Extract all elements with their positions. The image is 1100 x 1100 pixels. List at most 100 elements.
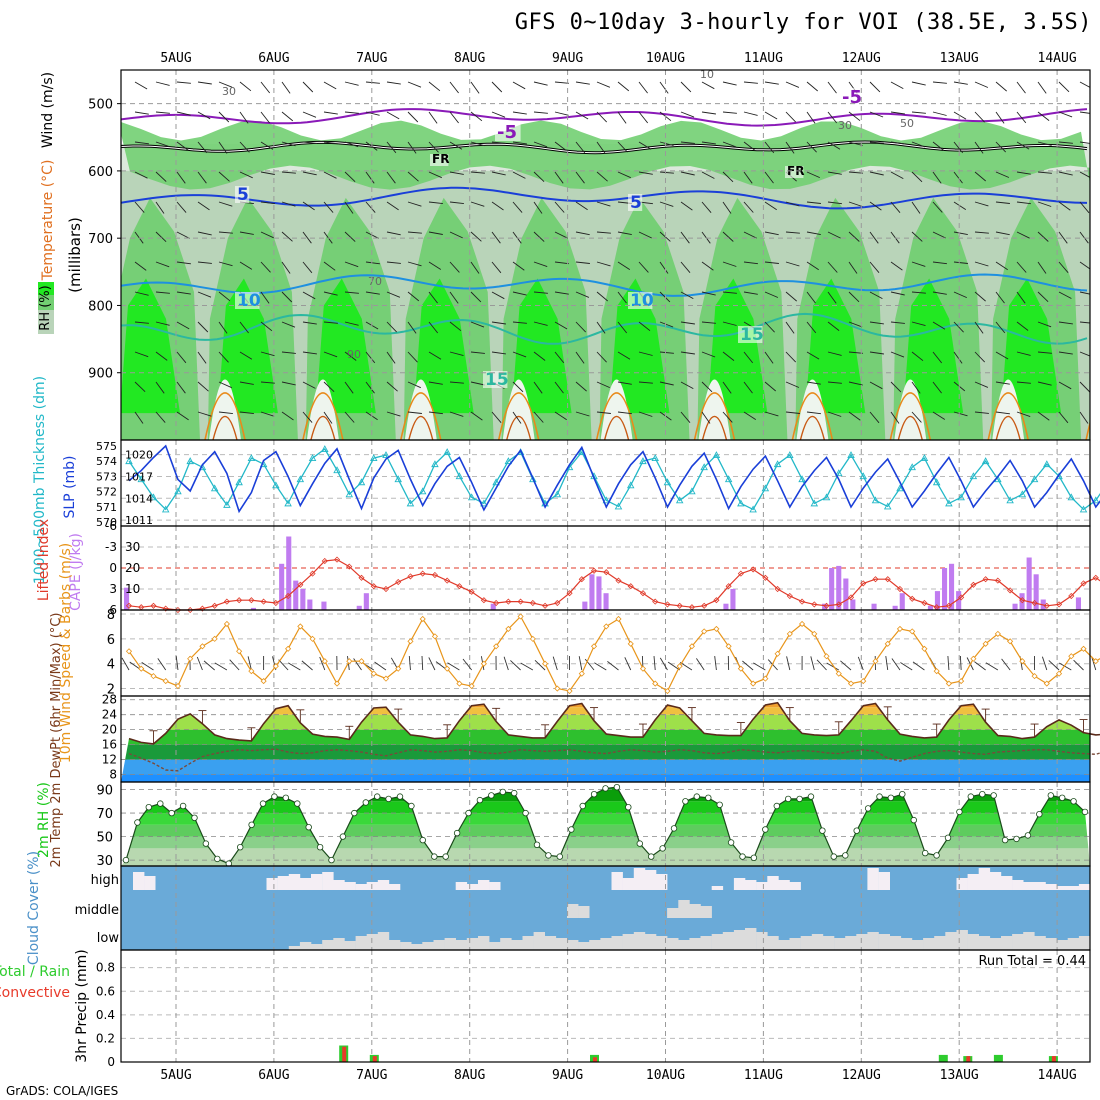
li-marker — [860, 580, 867, 587]
wind-barb — [806, 201, 821, 204]
wind-speed-marker — [1092, 658, 1099, 665]
wind-barb — [218, 171, 230, 182]
cape-bar — [1033, 574, 1039, 610]
upper-air-panel — [121, 70, 1090, 440]
wind-speed-marker — [419, 615, 426, 623]
li-marker — [664, 601, 671, 608]
wind-barb — [281, 231, 293, 242]
wind-barb — [323, 201, 334, 213]
wind-barb — [533, 321, 548, 326]
contour-label-bg — [235, 292, 260, 309]
wind-barb — [491, 351, 506, 355]
slp-axis-title: SLP (mb) — [62, 455, 78, 518]
cloud-low-bar — [1078, 936, 1091, 950]
wind-barb — [344, 141, 359, 148]
rh-dry-pocket — [404, 379, 437, 440]
cloud-mid-bar — [567, 904, 579, 918]
rh-marker — [1047, 792, 1054, 799]
thickness-marker — [382, 451, 390, 459]
cape-bar — [723, 603, 729, 610]
li-marker — [725, 583, 732, 590]
cape-tick-label: 30 — [125, 540, 140, 554]
wind-speed-marker — [578, 670, 585, 677]
wind-barb — [344, 231, 356, 242]
wind-barb — [1058, 381, 1072, 390]
li-marker — [615, 577, 622, 584]
isotherm-minus5 — [121, 108, 1088, 127]
rh-fill — [121, 787, 1090, 866]
wind-barb — [449, 81, 459, 94]
wind-barb — [218, 321, 228, 334]
surface-wind-barb — [912, 661, 925, 671]
wind-barb — [659, 171, 674, 174]
rh-band — [121, 848, 1090, 866]
wind-barb — [911, 381, 921, 394]
wind-speed-marker — [456, 680, 463, 687]
li-marker — [750, 566, 757, 573]
surface-wind-barb — [885, 656, 889, 671]
wind-barb — [176, 231, 190, 239]
wind-axis-title: Wind (m/s) — [40, 72, 56, 148]
wind-barb — [869, 201, 882, 211]
wind-barb — [176, 81, 191, 84]
wind-speed-marker — [1080, 645, 1087, 652]
wind-speed-marker — [211, 635, 218, 642]
rh-marker — [282, 794, 289, 801]
wind-barb — [428, 231, 443, 235]
wind-speed-marker — [590, 643, 598, 650]
cloud-low-bar — [344, 941, 356, 950]
wind-barb — [407, 351, 418, 363]
wind-barb — [554, 261, 569, 265]
top-date-label: 13AUG — [940, 51, 979, 66]
wind-barb — [596, 351, 607, 363]
li-marker — [1092, 574, 1099, 581]
lifted-index-line — [128, 558, 1100, 611]
cloud-low-bar — [700, 936, 712, 950]
wind-barb — [995, 201, 1010, 204]
cloud-high-bar — [756, 882, 768, 890]
wind-speed-marker — [174, 682, 182, 690]
wind-barb — [953, 81, 968, 85]
wind-barb — [470, 381, 485, 386]
li-tick-label: -6 — [105, 519, 117, 533]
wind-barb — [575, 171, 585, 184]
wind-barb — [680, 201, 693, 211]
cloud-low-bar — [822, 936, 835, 950]
wind-barb — [617, 81, 630, 92]
cloud-low-bar — [722, 932, 735, 950]
wind-barb — [470, 411, 483, 421]
cloud-low-bar — [511, 940, 523, 950]
thickness-marker — [1092, 496, 1100, 504]
wind-barb — [974, 141, 984, 154]
cloud-low-bar — [989, 938, 1002, 950]
li-marker — [468, 588, 475, 595]
temp-band — [121, 759, 1090, 775]
wind-barb — [533, 141, 548, 148]
wind-barb — [302, 351, 317, 355]
surface-wind-barb — [816, 659, 827, 671]
wind-barb — [806, 141, 817, 153]
wind-speed-marker — [921, 645, 928, 652]
wind-speed-marker — [664, 687, 671, 695]
pressure-tick-label: 500 — [88, 98, 113, 113]
dewpoint-line — [128, 748, 1100, 772]
wind-barb — [218, 351, 229, 363]
wind-barb — [575, 261, 590, 264]
thickness-marker — [920, 454, 929, 462]
cape-bar — [321, 601, 327, 610]
surface-wind-barb — [203, 660, 215, 671]
wind-barb — [932, 381, 942, 394]
rh-contour-label: 50 — [900, 117, 914, 130]
cape-bar — [850, 599, 856, 610]
wind-speed-marker — [860, 678, 867, 685]
cape-bar — [603, 593, 609, 610]
surface-wind-barb — [301, 660, 313, 671]
wind-barb — [680, 171, 695, 176]
wind-barb — [260, 351, 275, 357]
wind-barb — [764, 141, 775, 154]
surface-wind-barb — [287, 662, 301, 671]
temp-band — [121, 714, 1090, 730]
thickness-marker — [1067, 493, 1076, 501]
thickness-marker — [394, 475, 402, 483]
cape-bar — [1012, 603, 1018, 610]
